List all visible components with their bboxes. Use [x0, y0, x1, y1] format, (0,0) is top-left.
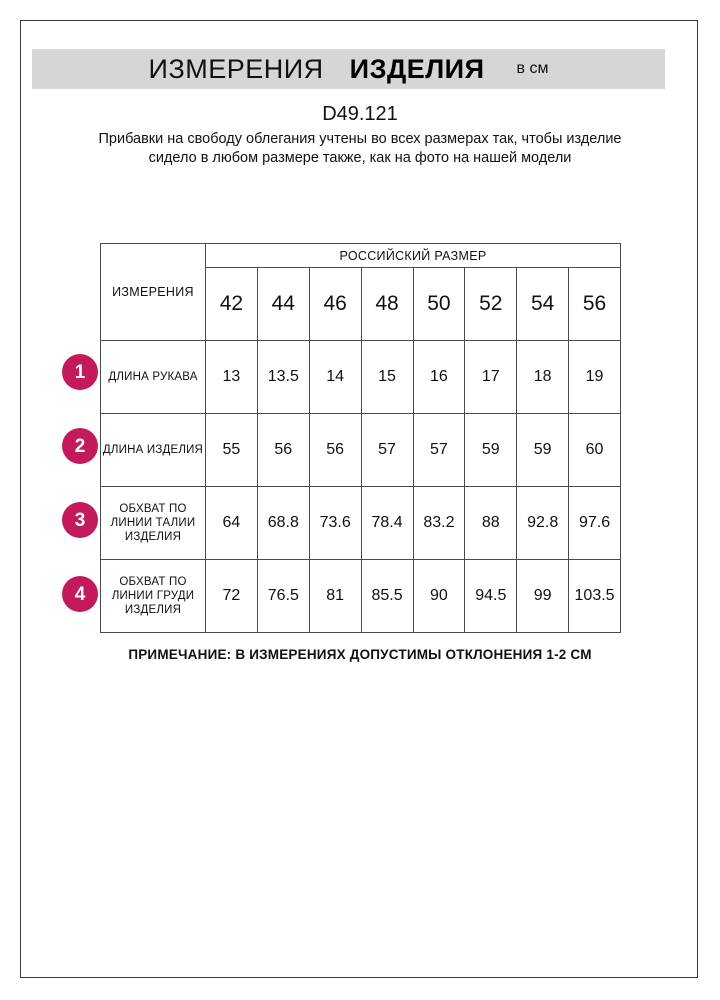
- row-badge-2: 2: [62, 428, 98, 464]
- size-header-56: 56: [568, 267, 621, 341]
- cell-sleeve-length-56: 19: [568, 340, 621, 414]
- cell-sleeve-length-50: 16: [412, 340, 466, 414]
- cell-chest-48: 85.5: [360, 559, 414, 633]
- size-header-42: 42: [205, 267, 258, 341]
- size-table-wrapper: ИЗМЕРЕНИЯ РОССИЙСКИЙ РАЗМЕР 42 44 46 48 …: [100, 243, 621, 633]
- size-header-52: 52: [464, 267, 518, 341]
- size-header-44: 44: [256, 267, 310, 341]
- cell-product-length-46: 56: [308, 413, 362, 487]
- article-description: Прибавки на свободу облегания учтены во …: [98, 131, 622, 166]
- cell-chest-50: 90: [412, 559, 466, 633]
- size-table-body: ДЛИНА РУКАВА 13 13.5 14 15 16 17 18 19 Д…: [100, 340, 621, 633]
- cell-chest-54: 99: [516, 559, 570, 633]
- cell-sleeve-length-48: 15: [360, 340, 414, 414]
- row-label-chest-circumference: ОБХВАТ ПО ЛИНИИ ГРУДИ ИЗДЕЛИЯ: [100, 559, 206, 633]
- cell-sleeve-length-52: 17: [464, 340, 518, 414]
- row-label-product-length: ДЛИНА ИЗДЕЛИЯ: [100, 413, 206, 487]
- cell-waist-42: 64: [205, 486, 258, 560]
- cell-product-length-54: 59: [516, 413, 570, 487]
- size-header-46: 46: [308, 267, 362, 341]
- cell-product-length-48: 57: [360, 413, 414, 487]
- table-row: ОБХВАТ ПО ЛИНИИ ГРУДИ ИЗДЕЛИЯ 72 76.5 81…: [100, 559, 621, 633]
- article-code: D49.121: [322, 103, 398, 125]
- table-row: ДЛИНА ИЗДЕЛИЯ 55 56 56 57 57 59 59 60: [100, 413, 621, 487]
- cell-chest-44: 76.5: [256, 559, 310, 633]
- row-badge-4: 4: [62, 576, 98, 612]
- cell-waist-54: 92.8: [516, 486, 570, 560]
- cell-waist-50: 83.2: [412, 486, 466, 560]
- size-table: ИЗМЕРЕНИЯ РОССИЙСКИЙ РАЗМЕР 42 44 46 48 …: [100, 243, 621, 633]
- cell-waist-44: 68.8: [256, 486, 310, 560]
- cell-waist-48: 78.4: [360, 486, 414, 560]
- row-label-waist-circumference: ОБХВАТ ПО ЛИНИИ ТАЛИИ ИЗДЕЛИЯ: [100, 486, 206, 560]
- cell-chest-42: 72: [205, 559, 258, 633]
- cell-sleeve-length-46: 14: [308, 340, 362, 414]
- row-label-sleeve-length: ДЛИНА РУКАВА: [100, 340, 206, 414]
- table-row: ОБХВАТ ПО ЛИНИИ ТАЛИИ ИЗДЕЛИЯ 64 68.8 73…: [100, 486, 621, 560]
- cell-product-length-56: 60: [568, 413, 621, 487]
- table-row: ДЛИНА РУКАВА 13 13.5 14 15 16 17 18 19: [100, 340, 621, 414]
- measurements-header-cell: ИЗМЕРЕНИЯ: [100, 243, 206, 341]
- cell-chest-46: 81: [308, 559, 362, 633]
- title-band: ИЗМЕРЕНИЯ ИЗДЕЛИЯ в см: [32, 49, 665, 89]
- size-table-head: ИЗМЕРЕНИЯ РОССИЙСКИЙ РАЗМЕР 42 44 46 48 …: [100, 243, 621, 341]
- cell-product-length-50: 57: [412, 413, 466, 487]
- cell-product-length-42: 55: [205, 413, 258, 487]
- row-badge-1: 1: [62, 354, 98, 390]
- russian-size-group-header: РОССИЙСКИЙ РАЗМЕР: [205, 243, 621, 268]
- size-header-48: 48: [360, 267, 414, 341]
- cell-waist-56: 97.6: [568, 486, 621, 560]
- cell-chest-52: 94.5: [464, 559, 518, 633]
- cell-sleeve-length-54: 18: [516, 340, 570, 414]
- footnote-note: ПРИМЕЧАНИЕ: В ИЗМЕРЕНИЯХ ДОПУСТИМЫ ОТКЛО…: [128, 647, 592, 662]
- title-unit: в см: [516, 60, 549, 77]
- size-header-row: 42 44 46 48 50 52 54 56: [101, 267, 621, 341]
- cell-product-length-52: 59: [464, 413, 518, 487]
- cell-sleeve-length-42: 13: [205, 340, 258, 414]
- group-header-row: ИЗМЕРЕНИЯ РОССИЙСКИЙ РАЗМЕР: [100, 243, 621, 341]
- row-badge-3: 3: [62, 502, 98, 538]
- cell-product-length-44: 56: [256, 413, 310, 487]
- cell-waist-52: 88: [464, 486, 518, 560]
- title-measurements: ИЗМЕРЕНИЯ: [148, 53, 324, 84]
- title-product: ИЗДЕЛИЯ: [349, 53, 485, 84]
- size-header-50: 50: [412, 267, 466, 341]
- cell-chest-56: 103.5: [568, 559, 621, 633]
- cell-sleeve-length-44: 13.5: [256, 340, 310, 414]
- size-header-54: 54: [516, 267, 570, 341]
- cell-waist-46: 73.6: [308, 486, 362, 560]
